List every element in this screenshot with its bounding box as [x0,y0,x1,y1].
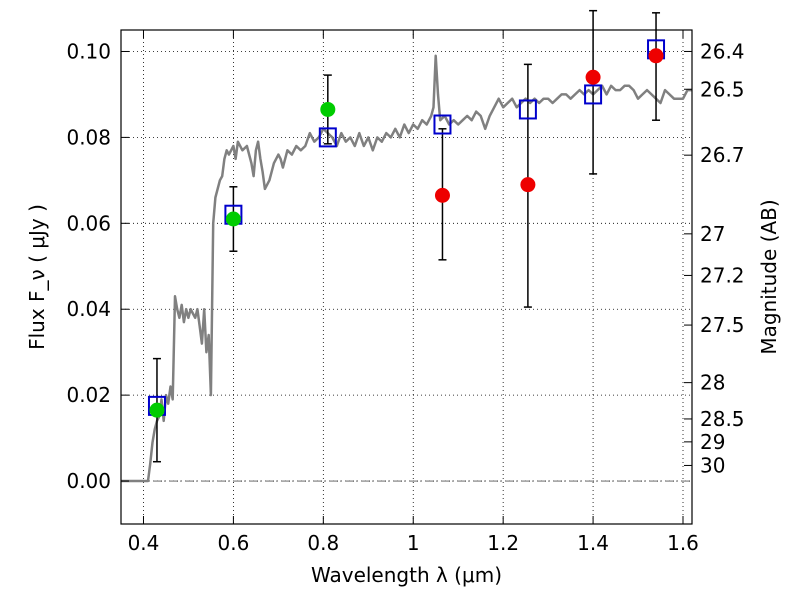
magnitude-tick-label: 27.2 [700,263,745,287]
magnitude-axis-label: Magnitude (AB) [757,199,781,354]
y-tick-label: 0.04 [66,297,111,321]
measurement-point [585,69,601,85]
measurement-point [648,48,664,64]
x-tick-label: 0.6 [217,531,249,555]
y-tick-label: 0.10 [66,39,111,63]
x-tick-label: 0.4 [128,531,160,555]
x-tick-label: 1.4 [577,531,609,555]
y-axis-label: Flux F_ν ( μJy ) [25,204,49,350]
measurement-point [434,187,450,203]
magnitude-tick-label: 29 [700,430,725,454]
grid-lines [121,30,692,524]
detection-point [225,211,241,227]
magnitude-tick-label: 28.5 [700,407,745,431]
magnitude-tick-label: 26.7 [700,143,745,167]
magnitude-tick-label: 28 [700,371,725,395]
magnitude-tick-label: 30 [700,453,725,477]
plot-frame [120,29,693,525]
x-tick-label: 1 [407,531,420,555]
detection-point [149,402,165,418]
model-photometry-square [584,84,603,105]
magnitude-tick-label: 27.5 [700,313,745,337]
data-series [121,9,692,483]
y-tick-label: 0.02 [66,383,111,407]
detection-point [320,101,336,117]
y-tick-label: 0.08 [66,125,111,149]
measurement-point [520,177,536,193]
y-tick-label: 0.00 [66,469,111,493]
magnitude-tick-label: 27 [700,222,725,246]
magnitude-tick-label: 26.4 [700,39,745,63]
magnitude-tick-label: 26.5 [700,77,745,101]
x-tick-label: 1.2 [487,531,519,555]
x-tick-label: 1.6 [667,531,699,555]
model-spectrum-line [121,54,692,483]
x-tick-label: 0.8 [307,531,339,555]
y-tick-label: 0.06 [66,211,111,235]
axis-ticks: 0.4 0.6 0.8 1 1.2 1.4 1.6 0.00 0.02 0.04 0.06 0.08 0… [66,30,745,555]
x-axis-label: Wavelength λ (μm) [311,563,502,587]
model-photometry-square [318,127,337,148]
model-photometry-square [433,114,452,135]
model-photometry-square [518,99,537,120]
